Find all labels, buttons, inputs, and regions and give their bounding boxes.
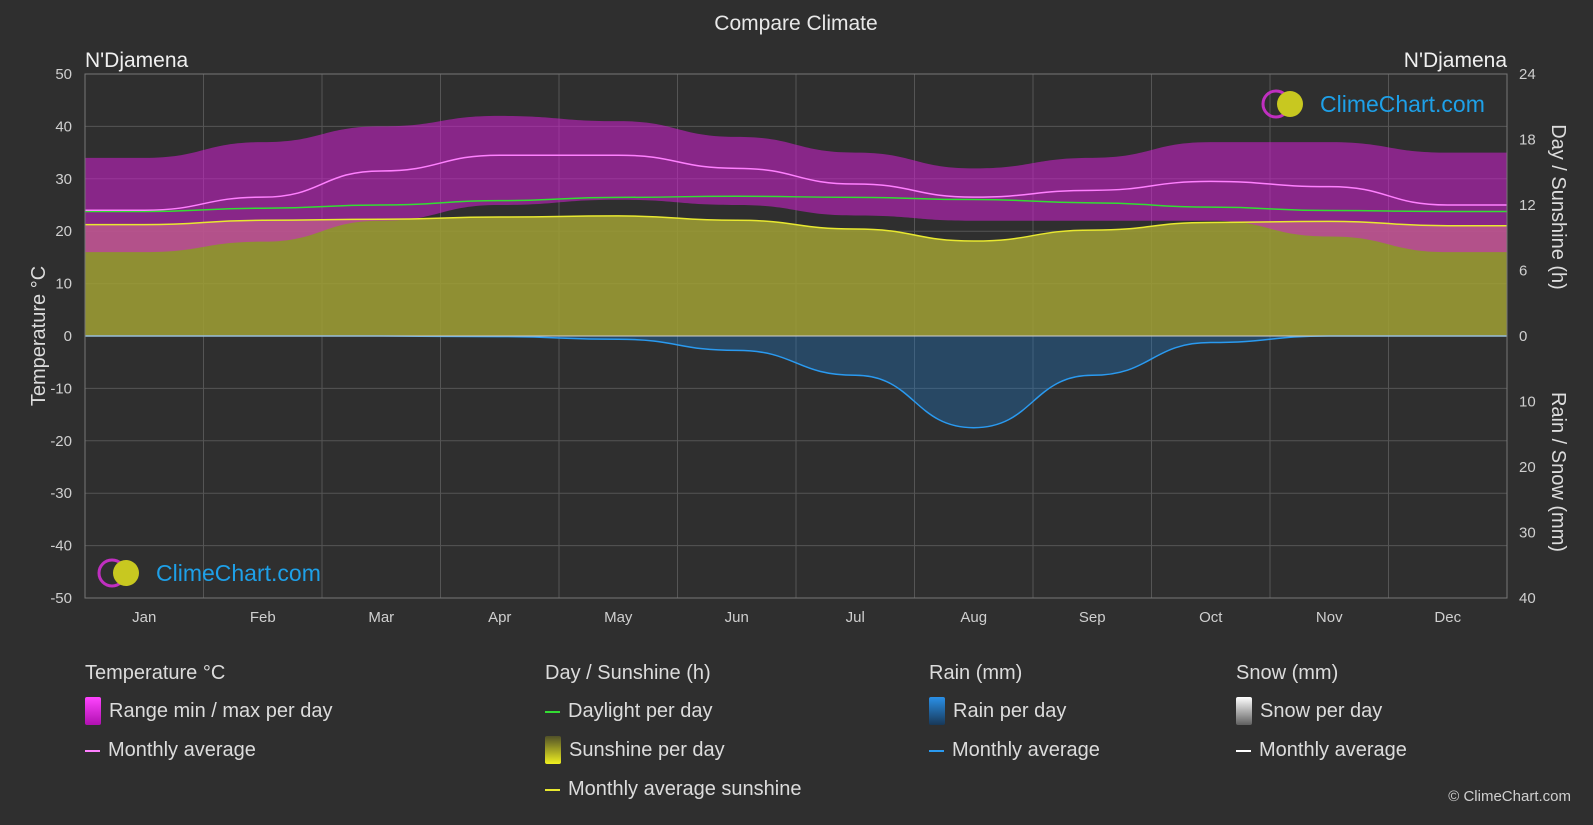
y-left-tick-label: -50 [50,590,72,607]
legend-item-snow: Snow per day [1236,697,1407,739]
x-tick-label: Sep [1079,609,1106,626]
y-left-tick-label: -30 [50,485,72,502]
rain-avg-swatch [929,750,944,752]
legend-snow-avg-label: Monthly average [1259,739,1407,761]
snow-avg-swatch [1236,750,1251,752]
legend-sunshine-title: Day / Sunshine (h) [545,662,711,684]
legend-snow-title: Snow (mm) [1236,662,1339,684]
climechart-logo-icon [1261,89,1303,119]
y-right-top-tick-label: 12 [1519,197,1536,214]
legend-rain-title: Rain (mm) [929,662,1023,684]
legend-sunshine-label: Sunshine per day [569,739,725,761]
plot-area: 50 40 30 20 10 0 -10 -20 -30 -40 -50 24 18 12 6 0 10 20 30… [50,66,1535,626]
legend-item-daylight: Daylight per day [545,700,801,739]
y-axis-right-top-label: Day / Sunshine (h) [1547,124,1569,290]
logo-text: ClimeChart.com [156,559,321,586]
y-right-top-tick-label: 6 [1519,263,1527,280]
y-right-top-tick-label: 0 [1519,328,1527,345]
legend-rain-avg-label: Monthly average [952,739,1100,761]
logo-bottom: ClimeChart.com [96,557,321,589]
temp-range-swatch [85,697,101,725]
legend-sunshine-avg-label: Monthly average sunshine [568,778,802,800]
climechart-logo-icon [97,558,139,588]
legend-snow: Snow (mm) Snow per day Monthly average [1236,662,1407,778]
y-left-tick-label: 50 [55,66,72,83]
y-axis-left-label: Temperature °C [28,266,50,406]
logo-top: ClimeChart.com [1260,88,1485,120]
logo-text: ClimeChart.com [1320,90,1485,117]
y-left-tick-label: -40 [50,538,72,555]
city-right-label: N'Djamena [1404,49,1508,72]
y-axis-right-bottom-label: Rain / Snow (mm) [1547,392,1569,552]
y-right-top-tick-label: 24 [1519,66,1536,83]
plot-border [84,73,1508,599]
temperature-range-area [85,115,1507,253]
rain-swatch [929,697,945,725]
y-left-tick-label: 0 [64,328,72,345]
x-tick-label: May [604,609,633,626]
x-tick-label: Oct [1199,609,1223,626]
y-left-tick-label: 40 [55,118,72,135]
sunshine-avg-swatch [545,789,560,791]
legend-item-rain: Rain per day [929,697,1100,739]
legend-item-sunshine: Sunshine per day [545,736,801,778]
legend-sunshine: Day / Sunshine (h) Daylight per day Suns… [545,662,801,817]
legend-temp-avg-label: Monthly average [108,739,256,761]
city-left-label: N'Djamena [85,49,189,72]
copyright: © ClimeChart.com [1448,788,1571,805]
y-left-tick-label: 10 [55,276,72,293]
legend-temperature-title: Temperature °C [85,662,226,684]
y-right-bottom-tick-label: 10 [1519,394,1536,411]
y-left-tick-label: 30 [55,171,72,188]
x-tick-label: Jan [132,609,156,626]
legend-item-sunshine-avg: Monthly average sunshine [545,778,801,817]
legend-item-snow-avg: Monthly average [1236,739,1407,778]
sunshine-average-line [85,215,1507,242]
x-tick-label: Jun [725,609,749,626]
sunshine-area [85,215,1507,336]
legend-item-rain-avg: Monthly average [929,739,1100,778]
y-right-bottom-tick-label: 30 [1519,525,1536,542]
legend-temp-range-label: Range min / max per day [109,700,333,722]
y-left-tick-label: 20 [55,223,72,240]
x-tick-label: Dec [1434,609,1461,626]
temp-avg-swatch [85,750,100,752]
temperature-average-line [85,154,1507,211]
sunshine-swatch [545,736,561,764]
y-right-top-tick-label: 18 [1519,132,1536,149]
legend-item-temp-avg: Monthly average [85,739,332,778]
legend-daylight-label: Daylight per day [568,700,713,722]
x-tick-label: Aug [960,609,987,626]
y-left-tick-label: -20 [50,433,72,450]
x-tick-label: Jul [846,609,865,626]
x-tick-label: Mar [368,609,394,626]
x-tick-label: Nov [1316,609,1343,626]
daylight-line [85,195,1507,213]
y-left-tick-label: -10 [50,380,72,397]
y-right-bottom-tick-label: 20 [1519,459,1536,476]
legend-rain-label: Rain per day [953,700,1067,722]
x-tick-label: Apr [488,609,511,626]
chart-title: Compare Climate [714,12,877,35]
snow-swatch [1236,697,1252,725]
y-right-bottom-tick-label: 40 [1519,590,1536,607]
legend-rain: Rain (mm) Rain per day Monthly average [929,662,1100,778]
daylight-swatch [545,711,560,713]
legend-snow-label: Snow per day [1260,700,1383,722]
x-tick-label: Feb [250,609,276,626]
legend-temperature: Temperature °C Range min / max per day M… [85,662,332,778]
legend-item-temp-range: Range min / max per day [85,697,333,739]
